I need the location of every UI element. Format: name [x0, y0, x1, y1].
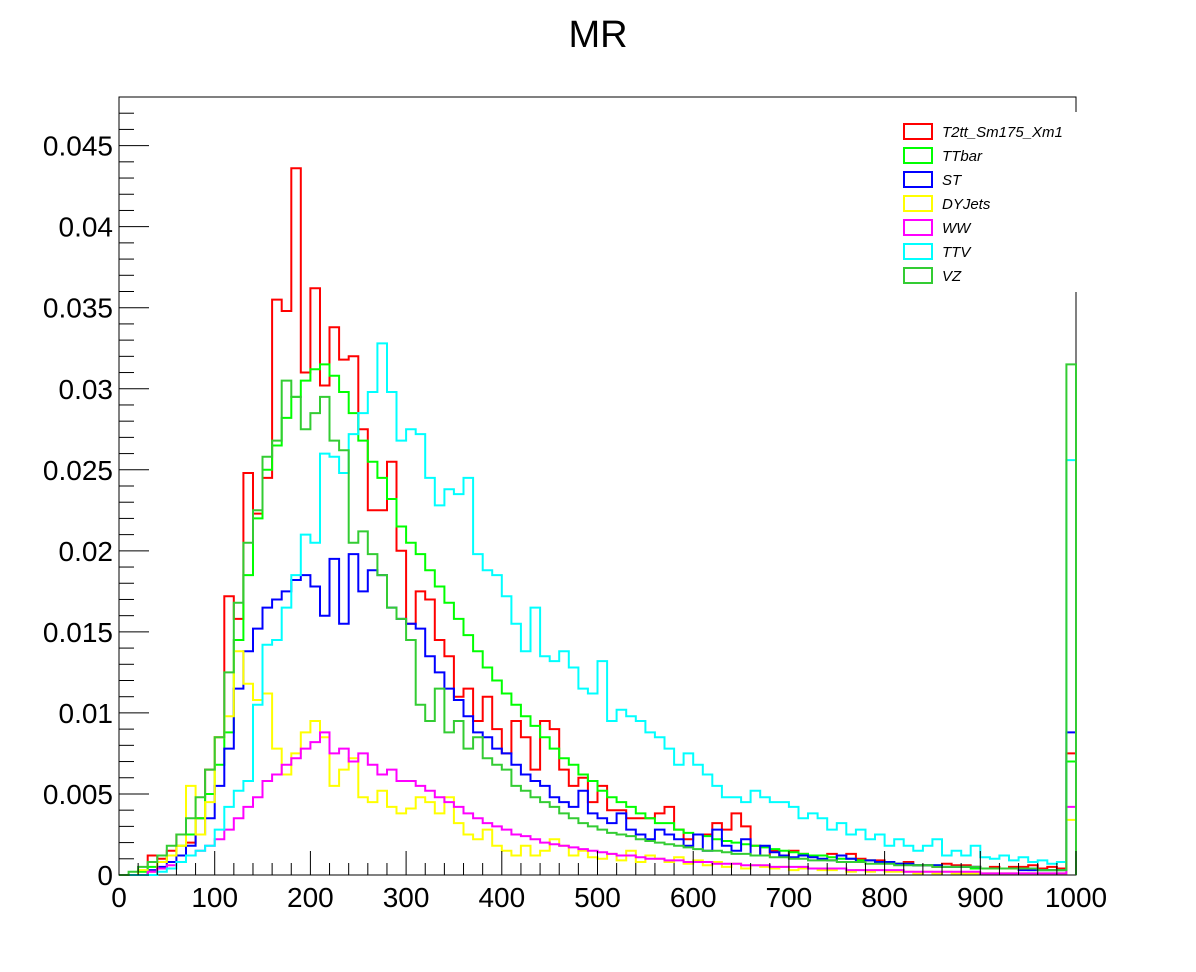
x-tick-label: 400 — [478, 882, 525, 913]
legend-swatch — [903, 195, 933, 212]
legend-swatch — [903, 171, 933, 188]
legend-label: WW — [942, 220, 972, 237]
legend-label: TTV — [942, 244, 972, 261]
x-tick-label: 1000 — [1045, 882, 1107, 913]
histogram-series — [119, 167, 1077, 876]
chart-title: MR — [568, 14, 627, 56]
series-line-ww — [119, 731, 1077, 876]
legend-label: TTbar — [942, 148, 983, 165]
legend-label: T2tt_Sm175_Xm1 — [942, 124, 1063, 141]
legend: T2tt_Sm175_Xm1 TTbar ST DYJets WW TTV VZ — [896, 112, 1086, 292]
x-tick-label: 200 — [287, 882, 334, 913]
legend-swatch — [903, 123, 933, 140]
x-tick-label: 500 — [574, 882, 621, 913]
x-tick-label: 0 — [111, 882, 127, 913]
y-tick-label: 0.025 — [43, 455, 113, 486]
x-tick-label: 700 — [766, 882, 813, 913]
series-line-ttv — [119, 342, 1077, 876]
legend-box — [896, 112, 1086, 292]
legend-swatch — [903, 219, 933, 236]
legend-label: VZ — [942, 268, 962, 285]
y-tick-label: 0.02 — [59, 536, 114, 567]
legend-label: DYJets — [942, 196, 991, 213]
y-tick-label: 0.01 — [59, 698, 114, 729]
y-tick-label: 0.035 — [43, 293, 113, 324]
series-line-ttbar — [119, 363, 1077, 876]
y-tick-label: 0 — [97, 860, 113, 891]
x-tick-label: 100 — [191, 882, 238, 913]
series-line-vz — [119, 363, 1077, 876]
axes: 0 100 200 300 400 500 600 700 800 900 1000 0 0.005 0.… — [43, 112, 1107, 913]
x-tick-label: 600 — [670, 882, 717, 913]
y-tick-label: 0.045 — [43, 131, 113, 162]
legend-swatch — [903, 243, 933, 260]
x-tick-label: 800 — [861, 882, 908, 913]
y-tick-label: 0.015 — [43, 617, 113, 648]
y-tick-label: 0.03 — [59, 374, 114, 405]
y-tick-label: 0.005 — [43, 779, 113, 810]
y-tick-label: 0.04 — [59, 212, 114, 243]
legend-swatch — [903, 267, 933, 284]
legend-label: ST — [942, 172, 963, 189]
x-tick-label: 900 — [957, 882, 1004, 913]
x-tick-label: 300 — [383, 882, 430, 913]
legend-swatch — [903, 147, 933, 164]
